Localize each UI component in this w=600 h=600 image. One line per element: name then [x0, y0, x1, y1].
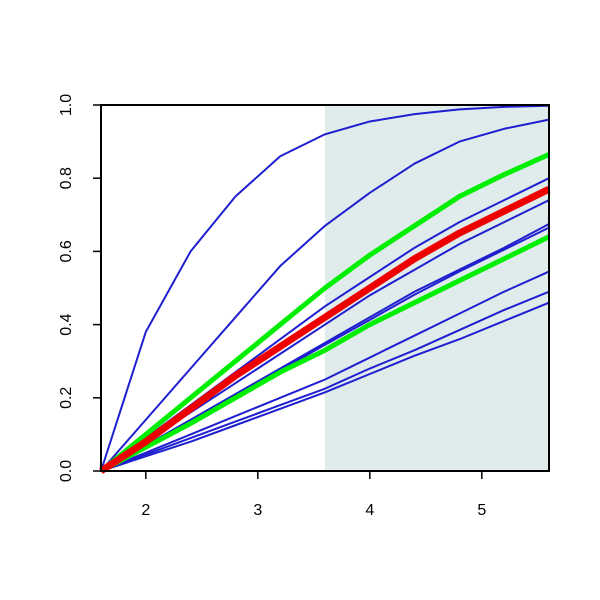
line: [99, 152, 551, 473]
line: [100, 270, 550, 472]
y-tick-label: 0.0: [58, 460, 75, 482]
plot-frame: [100, 104, 550, 472]
x-tick-label: 2: [141, 502, 150, 519]
line: [100, 301, 550, 472]
line: [99, 234, 551, 474]
y-tick-label: 1.0: [58, 94, 75, 116]
y-tick-label: 0.8: [58, 167, 75, 189]
x-tick-label: 3: [253, 502, 262, 519]
x-tick-label: 5: [477, 502, 486, 519]
line: [99, 186, 551, 474]
line: [100, 290, 550, 472]
line: [100, 104, 550, 472]
y-tick-label: 0.6: [58, 240, 75, 262]
shaded-region: [325, 105, 549, 471]
x-tick-label: 4: [365, 502, 374, 519]
y-tick-label: 0.4: [58, 313, 75, 335]
y-tick-label: 0.2: [58, 387, 75, 409]
line: [100, 118, 550, 472]
